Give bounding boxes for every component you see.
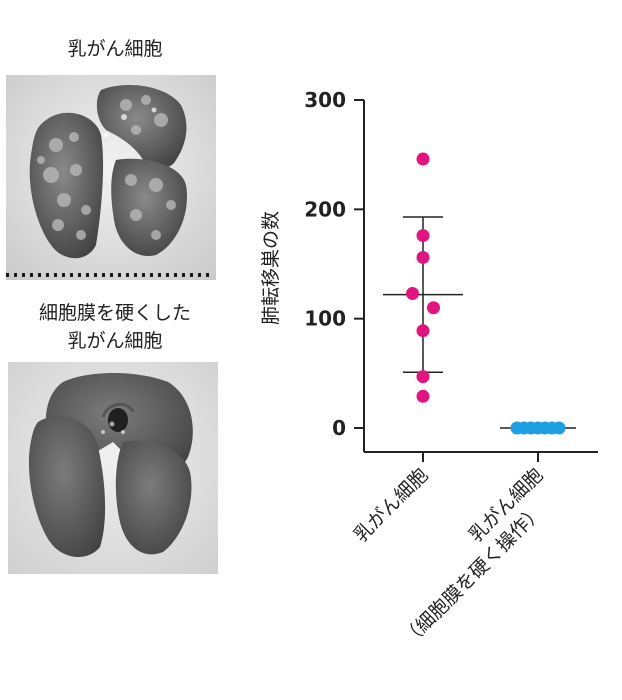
- x-axis-labels: 乳がん細胞 乳がん細胞（細胞膜を硬く操作）: [350, 464, 548, 650]
- bottom-panel-label-line1: 細胞膜を硬くした: [38, 302, 191, 324]
- y-tick-label: 200: [304, 197, 346, 221]
- x-category-label: 乳がん細胞: [350, 464, 433, 547]
- y-axis-label: 肺転移巣の数: [260, 211, 282, 325]
- bottom-panel-label-line2: 乳がん細胞: [67, 330, 163, 352]
- y-tick-label: 300: [304, 88, 346, 112]
- data-point: [406, 287, 419, 301]
- data-point: [416, 152, 430, 166]
- data-point: [416, 229, 430, 243]
- y-tick-label: 0: [332, 416, 346, 440]
- data-point: [552, 421, 566, 435]
- y-tick-label: 100: [304, 307, 346, 331]
- data-point: [416, 370, 430, 384]
- chart-marks: [383, 152, 576, 435]
- data-point: [416, 250, 430, 264]
- y-axis-label-group: 肺転移巣の数: [260, 211, 282, 325]
- lung-image-stiffened: [8, 362, 218, 574]
- data-point: [427, 301, 440, 315]
- chart-axes: 0 100 200 300: [304, 88, 598, 462]
- top-panel-label: 乳がん細胞: [67, 38, 163, 60]
- data-point: [416, 324, 430, 338]
- data-point: [416, 389, 430, 403]
- lung-image-control: [6, 75, 216, 280]
